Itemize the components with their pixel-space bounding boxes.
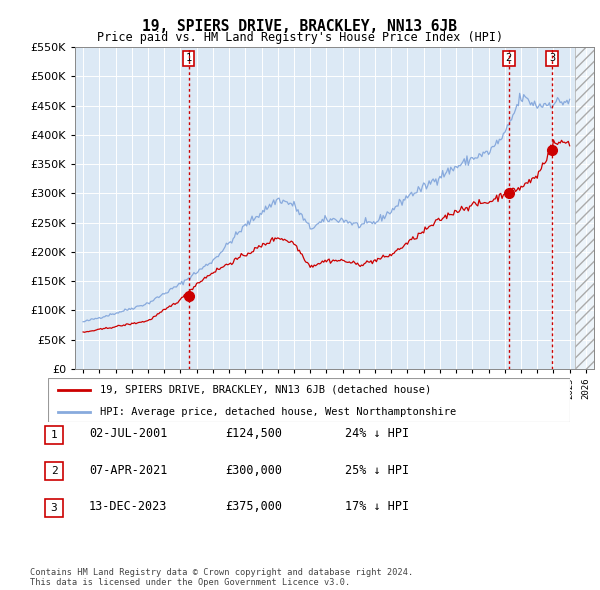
Text: Price paid vs. HM Land Registry's House Price Index (HPI): Price paid vs. HM Land Registry's House … xyxy=(97,31,503,44)
Text: Contains HM Land Registry data © Crown copyright and database right 2024.
This d: Contains HM Land Registry data © Crown c… xyxy=(30,568,413,587)
Bar xyxy=(45,499,63,517)
Text: 1: 1 xyxy=(185,54,191,64)
Text: 3: 3 xyxy=(549,54,555,64)
Text: HPI: Average price, detached house, West Northamptonshire: HPI: Average price, detached house, West… xyxy=(100,407,457,417)
Bar xyxy=(45,463,63,480)
Text: 07-APR-2021: 07-APR-2021 xyxy=(89,464,167,477)
Text: 24% ↓ HPI: 24% ↓ HPI xyxy=(345,427,409,440)
Text: £124,500: £124,500 xyxy=(225,427,282,440)
Bar xyxy=(45,426,63,444)
Bar xyxy=(575,47,594,369)
Text: 13-DEC-2023: 13-DEC-2023 xyxy=(89,500,167,513)
Text: 2: 2 xyxy=(506,54,512,64)
Text: 19, SPIERS DRIVE, BRACKLEY, NN13 6JB (detached house): 19, SPIERS DRIVE, BRACKLEY, NN13 6JB (de… xyxy=(100,385,431,395)
Text: 02-JUL-2001: 02-JUL-2001 xyxy=(89,427,167,440)
Text: 2: 2 xyxy=(50,467,58,476)
Text: 19, SPIERS DRIVE, BRACKLEY, NN13 6JB: 19, SPIERS DRIVE, BRACKLEY, NN13 6JB xyxy=(143,19,458,34)
Text: 17% ↓ HPI: 17% ↓ HPI xyxy=(345,500,409,513)
Text: 3: 3 xyxy=(50,503,58,513)
Text: £375,000: £375,000 xyxy=(225,500,282,513)
Text: £300,000: £300,000 xyxy=(225,464,282,477)
Text: 1: 1 xyxy=(50,430,58,440)
Text: 25% ↓ HPI: 25% ↓ HPI xyxy=(345,464,409,477)
Bar xyxy=(575,47,594,369)
